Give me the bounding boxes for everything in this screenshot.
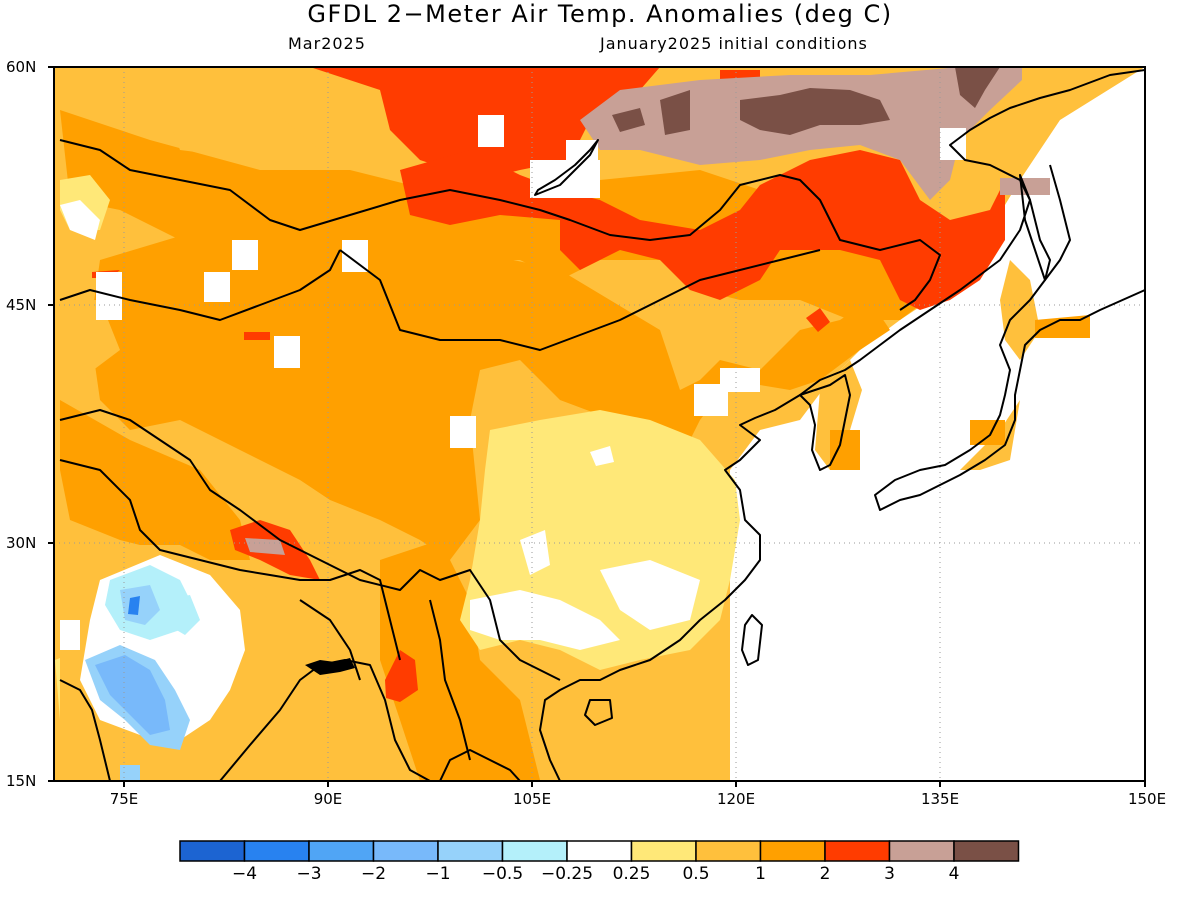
colorbar-swatch [630,840,697,862]
lat-label-45n: 45N [6,296,37,314]
colorbar [179,840,1020,862]
colorbar-swatch [824,840,891,862]
lat-label-60n: 60N [6,58,37,76]
colorbar-swatch [695,840,762,862]
lat-label-30n: 30N [6,534,37,552]
lon-label-105e: 105E [512,790,552,808]
colorbar-label: 0.5 [682,864,710,884]
colorbar-label: −0.5 [481,864,524,884]
colorbar-label: −1 [425,864,451,884]
colorbar-label: −4 [231,864,258,884]
anomaly-field [54,67,1145,781]
colorbar-label: 4 [948,864,960,884]
colorbar-swatch [437,840,504,862]
colorbar-label: 0.25 [612,864,651,884]
valid-month: Mar2025 [288,34,366,53]
colorbar-swatch [566,840,633,862]
lon-label-135e: 135E [920,790,960,808]
axis-ticks [48,66,1146,787]
colorbar-label: 3 [884,864,895,884]
lon-label-90e: 90E [313,790,343,808]
colorbar-swatch [953,840,1020,862]
colorbar-swatch [888,840,955,862]
lon-label-120e: 120E [716,790,756,808]
colorbar-label: 2 [819,864,831,884]
init-conditions: January2025 initial conditions [600,34,868,53]
colorbar-label: −0.25 [540,864,594,884]
colorbar-swatch [179,840,246,862]
colorbar-label: −2 [360,864,387,884]
colorbar-label: 1 [755,864,766,884]
colorbar-label: −3 [296,864,322,884]
delta-marker [305,658,355,675]
colorbar-swatch [501,840,568,862]
colorbar-swatch [759,840,826,862]
lon-label-75e: 75E [109,790,139,808]
colorbar-swatch [243,840,310,862]
colorbar-swatch [308,840,375,862]
coastlines [59,69,1145,781]
lat-label-15n: 15N [6,772,37,790]
lon-label-150e: 150E [1127,790,1167,808]
map-frame [53,66,1146,782]
colorbar-swatch [372,840,439,862]
map-title: GFDL 2−Meter Air Temp. Anomalies (deg C) [307,0,893,28]
